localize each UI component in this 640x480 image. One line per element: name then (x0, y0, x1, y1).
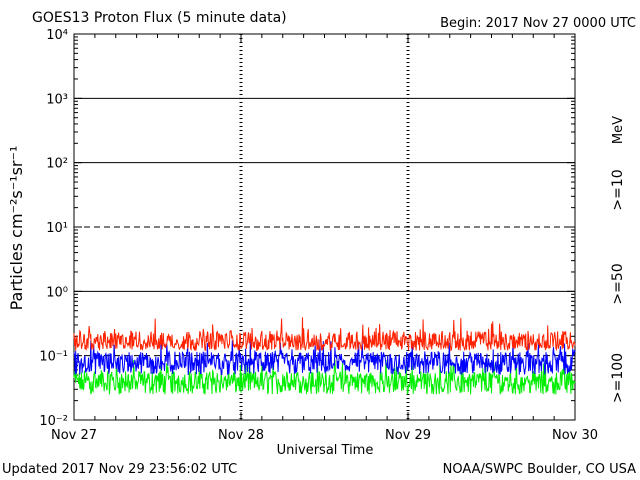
begin-label: Begin: 2017 Nov 27 0000 UTC (440, 16, 636, 31)
series-line-2 (73, 359, 576, 395)
y-tick-label: 10¹ (46, 221, 68, 236)
series-line-1 (73, 339, 576, 376)
y-tick-labels: 10⁻² 10⁻¹ 10⁰ 10¹ 10² 10³ 10⁴ (39, 28, 68, 429)
y-tick-label: 10² (46, 157, 68, 172)
x-axis-label: Universal Time (277, 443, 374, 458)
x-tick-label: Nov 29 (385, 428, 431, 443)
y-tick-label: 10³ (46, 92, 68, 107)
y-tick-label: 10⁴ (46, 28, 68, 43)
y-axis-label: Particles cm⁻²s⁻¹sr⁻¹ (7, 146, 26, 311)
legend-ge50: >=50 (610, 263, 626, 304)
x-tick-label: Nov 28 (218, 428, 264, 443)
x-tick-labels: Nov 27 Nov 28 Nov 29 Nov 30 (51, 428, 598, 443)
y-tick-label: 10⁻¹ (39, 350, 68, 365)
chart-title: GOES13 Proton Flux (5 minute data) (32, 10, 287, 26)
plot-frame (73, 33, 576, 421)
y-tick-label: 10⁻² (39, 414, 68, 429)
x-tick-label: Nov 27 (51, 428, 97, 443)
series-line-0 (73, 317, 576, 352)
x-tick-label: Nov 30 (552, 428, 598, 443)
gridlines (74, 34, 575, 420)
credit-label: NOAA/SWPC Boulder, CO USA (443, 462, 636, 477)
legend-ge100: >=100 (610, 353, 626, 403)
data-series (73, 317, 576, 395)
y-tick-label: 10⁰ (46, 285, 68, 300)
updated-label: Updated 2017 Nov 29 23:56:02 UTC (2, 462, 237, 477)
energy-unit-label: MeV (611, 116, 626, 144)
legend-ge10: >=10 (610, 169, 626, 210)
